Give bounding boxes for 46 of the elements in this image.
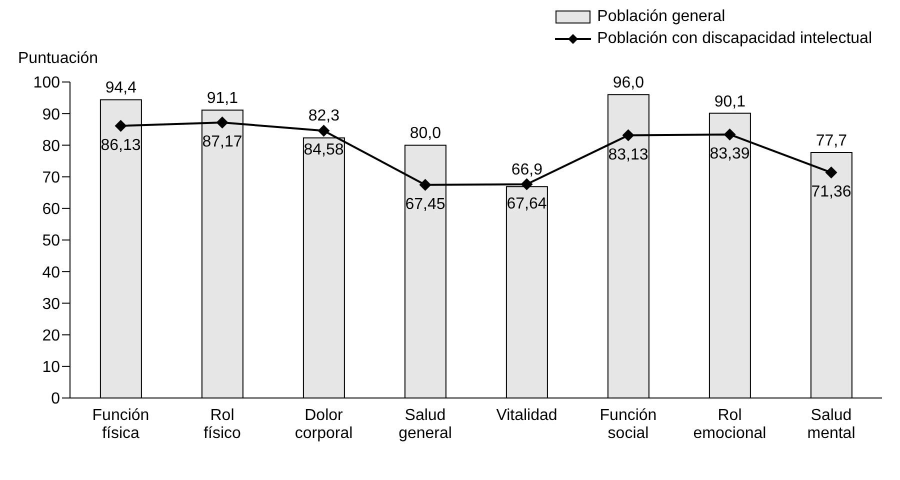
x-tick-label: Dolor corporal — [294, 407, 353, 442]
legend-label: Población general — [597, 8, 726, 26]
data-label: 83,13 — [608, 146, 648, 164]
data-label: 87,17 — [202, 134, 242, 151]
y-tick-label: 20 — [42, 327, 60, 344]
x-tick-label: Función social — [600, 407, 657, 442]
data-label: 84,58 — [304, 142, 344, 159]
point — [724, 128, 736, 140]
point — [216, 116, 228, 129]
data-label: 77,7 — [816, 132, 848, 150]
point — [825, 166, 838, 178]
data-label: 86,13 — [100, 136, 141, 154]
legend-label: Población con discapacidad intelectual — [597, 30, 872, 48]
data-label: 67,45 — [405, 196, 446, 213]
x-tick-label: Rol físico — [204, 407, 242, 442]
x-tick-label: Salud general — [398, 407, 452, 442]
data-label: 82,3 — [308, 108, 340, 125]
y-tick-label: 30 — [42, 296, 60, 313]
y-tick-label: 80 — [42, 138, 60, 155]
y-tick-label: 10 — [42, 359, 60, 376]
data-label: 96,0 — [612, 74, 644, 92]
data-label: 66,9 — [511, 161, 543, 178]
data-label: 83,39 — [710, 145, 750, 162]
y-tick-label: 0 — [51, 390, 60, 408]
x-tick-label: Vitalidad — [496, 407, 558, 424]
y-axis-title: Puntuación — [18, 50, 100, 68]
y-tick-label: 60 — [42, 201, 60, 218]
x-tick-label: Salud mental — [807, 407, 856, 442]
x-tick-label: Función física — [92, 407, 150, 442]
y-tick-label: 70 — [42, 169, 60, 186]
data-label: 80,0 — [410, 125, 442, 142]
data-label: 94,4 — [105, 80, 137, 97]
y-tick-label: 100 — [33, 74, 60, 92]
point — [318, 124, 330, 137]
y-tick-label: 50 — [42, 232, 60, 250]
x-tick-label: Rol emocional — [693, 407, 766, 442]
point — [622, 129, 634, 142]
y-tick-label: 40 — [42, 264, 60, 282]
data-label: 91,1 — [206, 90, 238, 108]
data-label: 67,64 — [506, 195, 547, 212]
y-tick-label: 90 — [42, 106, 60, 124]
data-label: 71,36 — [811, 184, 852, 200]
point — [114, 120, 127, 132]
point — [419, 178, 432, 191]
data-label: 90,1 — [714, 93, 746, 110]
point — [520, 178, 533, 190]
